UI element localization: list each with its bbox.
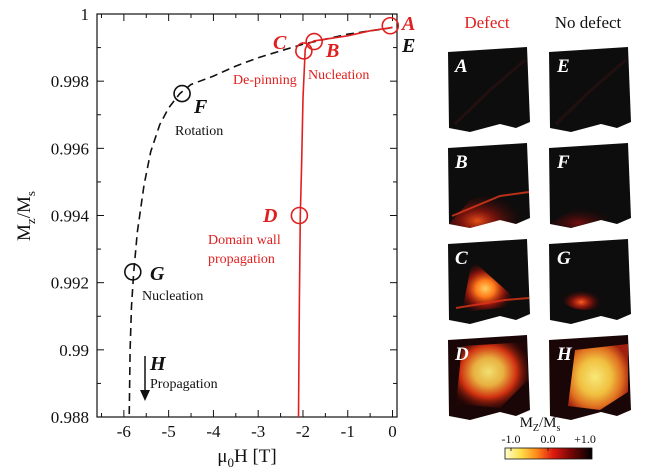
y-axis-label: Mz/Ms: [14, 191, 38, 241]
point-marker-F: [173, 84, 191, 103]
x-tick-label: -3: [251, 422, 265, 441]
point-marker-A: [381, 16, 400, 35]
label-nucleation-no-defect: Nucleation: [142, 289, 203, 304]
colorbar-tick-min: -1.0: [502, 432, 521, 446]
x-tick-label: -5: [162, 422, 176, 441]
colorbar: MZ/Ms -1.0 0.0 +1.0: [502, 415, 596, 460]
y-tick-label: 0.994: [51, 207, 90, 226]
panel-H: H: [549, 335, 631, 420]
colorbar-title: MZ/Ms: [520, 415, 561, 434]
y-tick-label: 0.996: [51, 139, 89, 158]
label-propagation-defect: propagation: [208, 252, 275, 267]
label-B: B: [325, 40, 339, 62]
label-H: H: [149, 353, 167, 375]
point-marker-C: [295, 42, 313, 60]
label-G: G: [150, 263, 165, 285]
snapshot-panels: A E B F C G: [448, 47, 631, 420]
axis-ticks: [97, 13, 397, 418]
panel-letter-F: F: [556, 152, 570, 173]
point-marker-B: [305, 32, 323, 51]
label-A: A: [400, 13, 415, 35]
nodefect-header: No defect: [555, 13, 622, 32]
x-axis-label: μ0H [T]: [217, 446, 276, 470]
label-E: E: [401, 35, 415, 57]
panel-C: C: [448, 239, 530, 324]
label-F: F: [193, 96, 208, 118]
label-depinning: De-pinning: [233, 73, 297, 88]
label-propagation-no-defect: Propagation: [150, 377, 218, 392]
panel-A: A: [448, 47, 530, 132]
x-tick-label: -2: [296, 422, 310, 441]
series-line-defect: [297, 26, 393, 418]
panel-E: E: [549, 47, 631, 132]
panel-letter-C: C: [455, 248, 468, 269]
panel-D: D: [448, 335, 530, 420]
panel-letter-E: E: [556, 56, 570, 77]
colorbar-gradient: [504, 447, 593, 460]
y-tick-label: 1: [81, 5, 90, 24]
x-tick-label: 0: [388, 422, 397, 441]
panel-F: F: [549, 143, 631, 228]
label-domain-wall: Domain wall: [208, 233, 281, 248]
arrow-head: [140, 390, 150, 401]
point-marker-G: [124, 263, 142, 281]
panel-B: B: [448, 143, 530, 228]
panel-letter-B: B: [454, 152, 468, 173]
colorbar-tick-max: +1.0: [574, 432, 596, 446]
series-line-no-defect: [128, 26, 393, 418]
x-tick-label: -4: [206, 422, 221, 441]
x-tick-label: -1: [341, 422, 355, 441]
point-markers: [124, 16, 400, 281]
y-tick-label: 0.988: [51, 408, 89, 427]
colorbar-tick-mid: 0.0: [541, 432, 556, 446]
label-C: C: [273, 32, 287, 54]
panel-letter-G: G: [557, 248, 571, 269]
defect-header: Defect: [464, 13, 510, 32]
panel-letter-H: H: [556, 344, 573, 365]
label-D: D: [262, 205, 277, 227]
label-rotation: Rotation: [175, 124, 223, 139]
panel-letter-A: A: [454, 56, 468, 77]
y-tick-label: 0.998: [51, 72, 89, 91]
panel-G: G: [549, 239, 631, 324]
y-tick-label: 0.99: [59, 341, 89, 360]
panel-letter-D: D: [454, 344, 469, 365]
y-tick-label: 0.992: [51, 274, 89, 293]
x-tick-label: -6: [117, 422, 131, 441]
axis-tick-labels: -6 -5 -4 -3 -2 -1 0 0.988 0.99 0.992 0.994 0.996 0.9…: [51, 5, 397, 441]
point-marker-D: [290, 206, 309, 225]
label-nucleation-defect: Nucleation: [308, 68, 369, 83]
annotations: A E B Nucleation C De-pinning D Domain w…: [140, 13, 415, 401]
